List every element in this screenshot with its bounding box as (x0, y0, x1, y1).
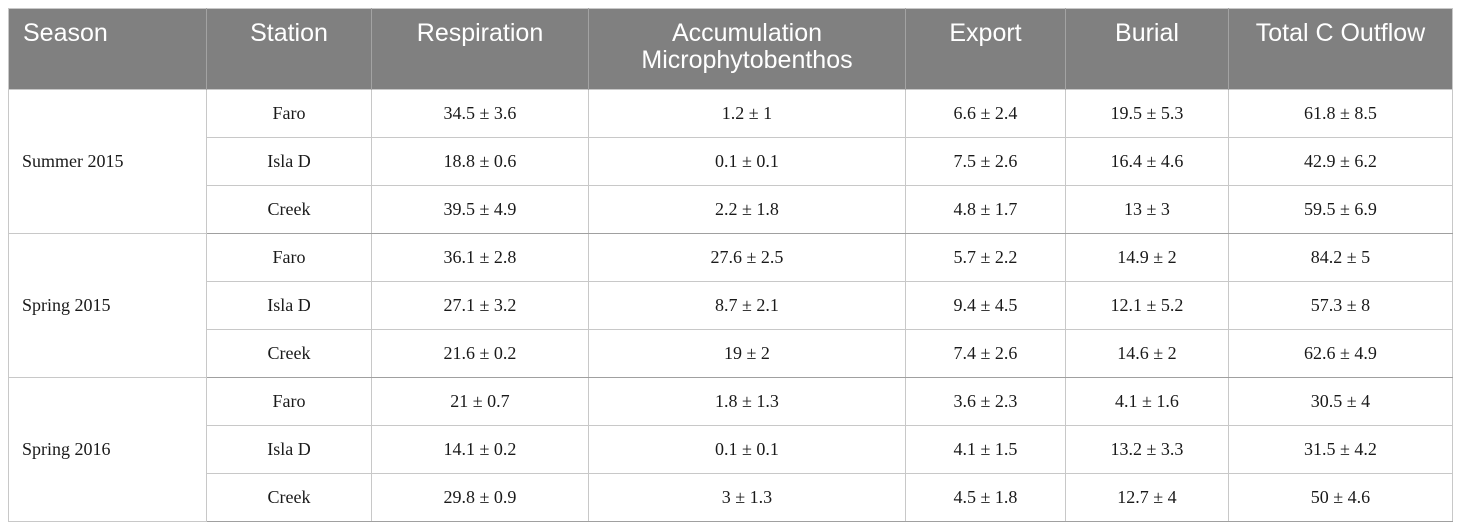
total-cell: 30.5 ± 4 (1228, 377, 1453, 426)
respiration-cell: 14.1 ± 0.2 (371, 425, 589, 474)
respiration-cell: 39.5 ± 4.9 (371, 185, 589, 234)
respiration-cell: 21.6 ± 0.2 (371, 329, 589, 378)
burial-cell: 13.2 ± 3.3 (1065, 425, 1229, 474)
accumulation-cell: 1.2 ± 1 (588, 89, 906, 138)
season-cell: Spring 2015 (8, 233, 207, 378)
export-cell: 4.1 ± 1.5 (905, 425, 1066, 474)
respiration-cell: 34.5 ± 3.6 (371, 89, 589, 138)
export-cell: 6.6 ± 2.4 (905, 89, 1066, 138)
table-row: Isla D 14.1 ± 0.2 0.1 ± 0.1 4.1 ± 1.5 13… (9, 425, 1453, 474)
table-row: Spring 2015 Faro 36.1 ± 2.8 27.6 ± 2.5 5… (8, 233, 1453, 378)
station-cell: Creek (206, 329, 372, 378)
header-burial: Burial (1065, 8, 1229, 90)
accumulation-cell: 19 ± 2 (588, 329, 906, 378)
header-station: Station (206, 8, 372, 90)
burial-cell: 13 ± 3 (1065, 185, 1229, 234)
station-cell: Isla D (206, 137, 372, 186)
table-row: Isla D 27.1 ± 3.2 8.7 ± 2.1 9.4 ± 4.5 12… (9, 281, 1453, 330)
accumulation-cell: 0.1 ± 0.1 (588, 137, 906, 186)
total-cell: 57.3 ± 8 (1228, 281, 1453, 330)
respiration-cell: 18.8 ± 0.6 (371, 137, 589, 186)
total-cell: 42.9 ± 6.2 (1228, 137, 1453, 186)
table-header: Season Station Respiration Accumulation … (8, 8, 1453, 90)
burial-cell: 4.1 ± 1.6 (1065, 377, 1229, 426)
accumulation-cell: 8.7 ± 2.1 (588, 281, 906, 330)
table-row: Summer 2015 Faro 34.5 ± 3.6 1.2 ± 1 6.6 … (8, 89, 1453, 234)
export-cell: 7.5 ± 2.6 (905, 137, 1066, 186)
station-cell: Creek (206, 185, 372, 234)
burial-cell: 12.7 ± 4 (1065, 473, 1229, 522)
header-accumulation: Accumulation Microphytobenthos (588, 8, 906, 90)
respiration-cell: 36.1 ± 2.8 (371, 233, 589, 282)
accumulation-cell: 1.8 ± 1.3 (588, 377, 906, 426)
total-cell: 59.5 ± 6.9 (1228, 185, 1453, 234)
respiration-cell: 27.1 ± 3.2 (371, 281, 589, 330)
burial-cell: 16.4 ± 4.6 (1065, 137, 1229, 186)
header-export: Export (905, 8, 1066, 90)
export-cell: 4.8 ± 1.7 (905, 185, 1066, 234)
header-respiration: Respiration (371, 8, 589, 90)
burial-cell: 14.9 ± 2 (1065, 233, 1229, 282)
season-cell: Summer 2015 (8, 89, 207, 234)
table-row: Creek 29.8 ± 0.9 3 ± 1.3 4.5 ± 1.8 12.7 … (9, 473, 1453, 522)
station-cell: Faro (206, 377, 372, 426)
total-cell: 62.6 ± 4.9 (1228, 329, 1453, 378)
season-cell: Spring 2016 (8, 377, 207, 522)
respiration-cell: 21 ± 0.7 (371, 377, 589, 426)
carbon-outflow-table: Season Station Respiration Accumulation … (8, 8, 1453, 522)
header-total-c-outflow: Total C Outflow (1228, 8, 1453, 90)
station-cell: Faro (206, 233, 372, 282)
export-cell: 3.6 ± 2.3 (905, 377, 1066, 426)
burial-cell: 12.1 ± 5.2 (1065, 281, 1229, 330)
total-cell: 84.2 ± 5 (1228, 233, 1453, 282)
station-cell: Isla D (206, 281, 372, 330)
table-row: Spring 2016 Faro 21 ± 0.7 1.8 ± 1.3 3.6 … (8, 377, 1453, 522)
table-row: Isla D 18.8 ± 0.6 0.1 ± 0.1 7.5 ± 2.6 16… (9, 137, 1453, 186)
export-cell: 5.7 ± 2.2 (905, 233, 1066, 282)
total-cell: 31.5 ± 4.2 (1228, 425, 1453, 474)
accumulation-cell: 27.6 ± 2.5 (588, 233, 906, 282)
table-row: Creek 21.6 ± 0.2 19 ± 2 7.4 ± 2.6 14.6 ±… (9, 329, 1453, 378)
export-cell: 4.5 ± 1.8 (905, 473, 1066, 522)
table-row: Creek 39.5 ± 4.9 2.2 ± 1.8 4.8 ± 1.7 13 … (9, 185, 1453, 234)
respiration-cell: 29.8 ± 0.9 (371, 473, 589, 522)
export-cell: 9.4 ± 4.5 (905, 281, 1066, 330)
burial-cell: 14.6 ± 2 (1065, 329, 1229, 378)
header-row: Season Station Respiration Accumulation … (8, 8, 1453, 90)
station-cell: Isla D (206, 425, 372, 474)
total-cell: 50 ± 4.6 (1228, 473, 1453, 522)
station-cell: Creek (206, 473, 372, 522)
accumulation-cell: 0.1 ± 0.1 (588, 425, 906, 474)
total-cell: 61.8 ± 8.5 (1228, 89, 1453, 138)
export-cell: 7.4 ± 2.6 (905, 329, 1066, 378)
header-season: Season (8, 8, 207, 90)
station-cell: Faro (206, 89, 372, 138)
table-body: Summer 2015 Faro 34.5 ± 3.6 1.2 ± 1 6.6 … (8, 89, 1453, 522)
burial-cell: 19.5 ± 5.3 (1065, 89, 1229, 138)
accumulation-cell: 2.2 ± 1.8 (588, 185, 906, 234)
accumulation-cell: 3 ± 1.3 (588, 473, 906, 522)
